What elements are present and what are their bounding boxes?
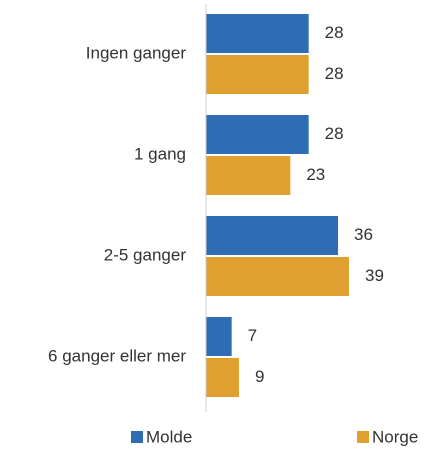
bar [206,216,338,255]
category-label: 6 ganger eller mer [48,346,186,365]
value-label: 28 [325,23,344,42]
value-label: 28 [325,64,344,83]
legend-label: Norge [372,427,418,446]
bar [206,317,232,356]
value-label: 28 [325,124,344,143]
legend-swatch [131,431,143,443]
bar [206,14,309,53]
category-label: 1 gang [134,144,186,163]
value-label: 36 [354,225,373,244]
bar [206,55,309,94]
bar [206,358,239,397]
value-label: 23 [306,165,325,184]
value-label: 7 [248,326,257,345]
value-label: 9 [255,367,264,386]
category-label: 2-5 ganger [104,245,187,264]
category-label: Ingen ganger [86,43,187,62]
bar [206,115,309,154]
legend-label: Molde [146,427,192,446]
legend-swatch [357,431,369,443]
bar [206,257,349,296]
value-label: 39 [365,266,384,285]
bar [206,156,291,195]
